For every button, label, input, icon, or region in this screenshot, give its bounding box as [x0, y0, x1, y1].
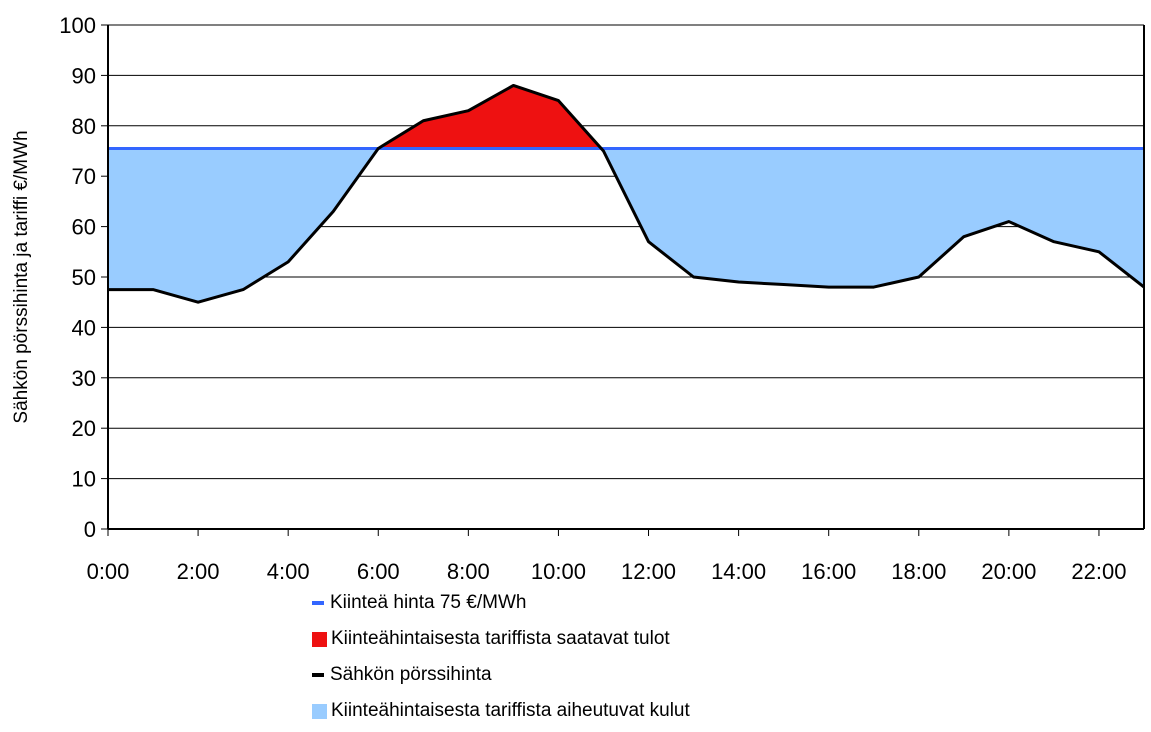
- legend-item-fixed-price: Kiinteä hinta 75 €/MWh: [312, 588, 690, 618]
- y-tick-label-20: 20: [72, 416, 96, 441]
- legend-swatch-fixed-price: [312, 601, 324, 605]
- spot-price-line: [108, 83, 1145, 304]
- y-axis-ticks: 0 10 20 30 40 50 60 70 80 90 100: [59, 13, 108, 542]
- legend-item-spot-price: Sähkön pörssihinta: [312, 660, 690, 690]
- series-lines: [108, 83, 1145, 304]
- legend-label-spot-price: Sähkön pörssihinta: [330, 664, 492, 685]
- x-tick-label-11: 22:00: [1071, 559, 1126, 584]
- x-tick-label-1: 2:00: [177, 559, 220, 584]
- area-fills: [108, 85, 1144, 303]
- y-tick-label-90: 90: [72, 63, 96, 88]
- x-axis-ticks: 0:00 2:00 4:00 6:00 8:00 10:00 12:00 14:00 16:00…: [87, 529, 1126, 584]
- x-tick-label-2: 4:00: [267, 559, 310, 584]
- x-tick-label-5: 10:00: [531, 559, 586, 584]
- x-tick-label-3: 6:00: [357, 559, 400, 584]
- legend-item-income: Kiinteähintaisesta tariffista saatavat t…: [312, 624, 690, 654]
- y-tick-label-80: 80: [72, 114, 96, 139]
- x-tick-label-6: 12:00: [621, 559, 676, 584]
- legend-swatch-spot-price: [312, 673, 324, 677]
- y-tick-label-40: 40: [72, 315, 96, 340]
- legend-label-income: Kiinteähintaisesta tariffista saatavat t…: [331, 628, 670, 649]
- x-tick-label-8: 16:00: [801, 559, 856, 584]
- legend-item-costs: Kiinteähintaisesta tariffista aiheutuvat…: [312, 696, 690, 726]
- y-tick-label-0: 0: [84, 517, 96, 542]
- x-tick-label-10: 20:00: [981, 559, 1036, 584]
- y-tick-label-30: 30: [72, 366, 96, 391]
- x-tick-label-4: 8:00: [447, 559, 490, 584]
- legend-label-costs: Kiinteähintaisesta tariffista aiheutuvat…: [331, 700, 690, 721]
- y-tick-label-50: 50: [72, 265, 96, 290]
- cost-area-0: [108, 148, 379, 303]
- cost-area-2: [601, 148, 1144, 288]
- y-tick-label-100: 100: [59, 13, 96, 38]
- y-tick-label-10: 10: [72, 467, 96, 492]
- x-tick-label-0: 0:00: [87, 559, 130, 584]
- legend: Kiinteä hinta 75 €/MWh Kiinteähintaisest…: [312, 588, 690, 732]
- legend-swatch-income: [312, 631, 327, 647]
- x-tick-label-7: 14:00: [711, 559, 766, 584]
- y-tick-label-60: 60: [72, 215, 96, 240]
- income-area-1: [378, 85, 602, 149]
- x-tick-label-9: 18:00: [891, 559, 946, 584]
- y-tick-label-70: 70: [72, 164, 96, 189]
- y-axis-label: Sähkön pörssihinta ja tariffi €/MWh: [11, 130, 32, 423]
- legend-swatch-costs: [312, 703, 327, 719]
- legend-label-fixed-price: Kiinteä hinta 75 €/MWh: [330, 592, 527, 613]
